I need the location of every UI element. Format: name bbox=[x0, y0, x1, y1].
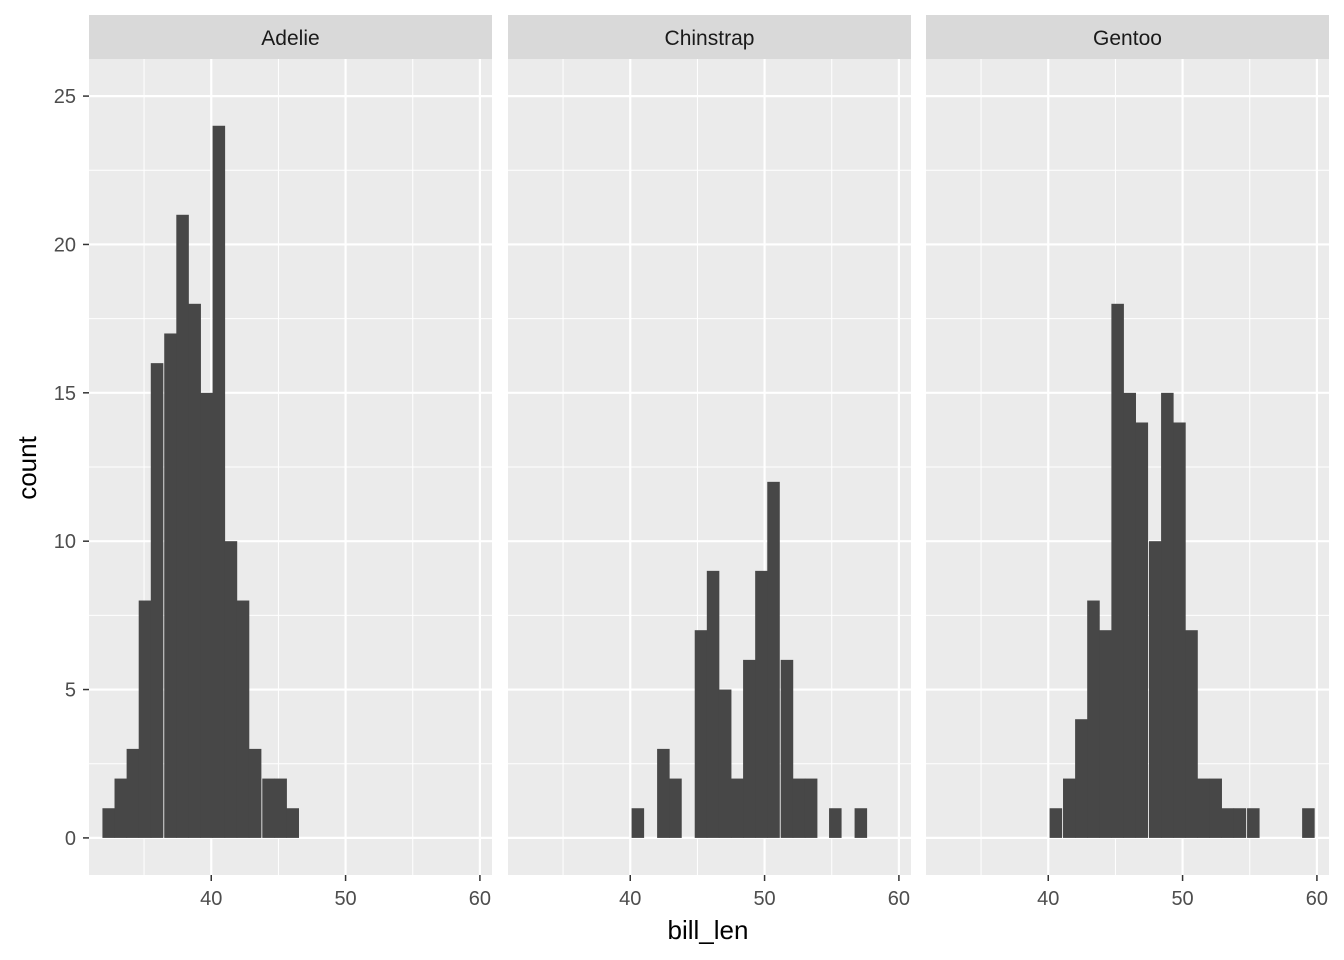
histogram-bar bbox=[1087, 600, 1100, 838]
histogram-bar bbox=[274, 778, 287, 838]
histogram-bar bbox=[718, 689, 732, 838]
histogram-bar bbox=[164, 333, 177, 838]
y-tick-label: 5 bbox=[65, 680, 76, 702]
histogram-bar bbox=[248, 748, 262, 838]
y-tick-label: 20 bbox=[54, 234, 76, 256]
histogram-bar bbox=[792, 778, 806, 838]
facet-strip bbox=[89, 15, 492, 59]
facet-strip-label: Adelie bbox=[261, 27, 319, 50]
facet-panel-gentoo: Gentoo 40 50 60 bbox=[926, 15, 1329, 910]
histogram-bar bbox=[767, 481, 780, 838]
y-tick-label: 15 bbox=[54, 383, 76, 405]
histogram-bar bbox=[706, 570, 720, 838]
histogram-bar bbox=[755, 570, 768, 838]
histogram-bar bbox=[657, 748, 670, 838]
histogram-bar bbox=[1233, 808, 1247, 838]
histogram-bar bbox=[1209, 778, 1222, 838]
facet-strip bbox=[926, 15, 1329, 59]
x-tick-label: 40 bbox=[1037, 888, 1059, 910]
y-tick-label: 25 bbox=[54, 86, 76, 108]
histogram-bar bbox=[114, 778, 128, 838]
histogram-bar bbox=[150, 363, 164, 838]
histogram-bar bbox=[1221, 808, 1235, 838]
histogram-bar bbox=[1049, 808, 1063, 838]
facet-panel-adelie: Adelie 40 50 60 bbox=[89, 15, 492, 910]
x-tick-label: 40 bbox=[200, 888, 222, 910]
histogram-bar bbox=[200, 392, 214, 838]
histogram-bar bbox=[1099, 630, 1112, 838]
histogram-bar bbox=[631, 808, 645, 838]
histogram-bar bbox=[1185, 630, 1198, 838]
histogram-bar bbox=[1247, 808, 1260, 838]
histogram-bar bbox=[212, 125, 226, 838]
histogram-bar bbox=[102, 808, 115, 838]
x-tick-label: 60 bbox=[1306, 888, 1328, 910]
x-tick-label: 50 bbox=[334, 888, 356, 910]
histogram-bar bbox=[1161, 392, 1174, 838]
facet-panels: Adelie 40 50 60 Chinstrap 40 50 60 Gentoo 40 50 60 bbox=[89, 15, 1329, 910]
x-tick-label: 50 bbox=[753, 888, 775, 910]
histogram-bar bbox=[1063, 778, 1076, 838]
histogram-bar bbox=[1135, 422, 1149, 838]
histogram-bar bbox=[224, 541, 238, 838]
histogram-bar bbox=[126, 748, 140, 838]
x-tick-label: 40 bbox=[619, 888, 641, 910]
histogram-bar bbox=[1075, 719, 1088, 838]
y-axis-title: count bbox=[12, 435, 42, 499]
histogram-bar bbox=[1302, 808, 1315, 838]
histogram-bar bbox=[1173, 422, 1186, 838]
histogram-bar bbox=[262, 778, 275, 838]
histogram-bar bbox=[138, 600, 152, 838]
x-tick-label: 50 bbox=[1171, 888, 1193, 910]
histogram-bar bbox=[829, 808, 842, 838]
histogram-bar bbox=[1123, 392, 1136, 838]
histogram-bar bbox=[694, 630, 708, 838]
histogram-bar bbox=[743, 659, 756, 838]
histogram-bar bbox=[286, 808, 299, 838]
histogram-bar bbox=[1197, 778, 1210, 838]
facet-strip-label: Gentoo bbox=[1093, 27, 1162, 50]
histogram-bar bbox=[1148, 541, 1162, 838]
histogram-bar bbox=[780, 659, 794, 838]
histogram-bar bbox=[669, 778, 682, 838]
histogram-bar bbox=[188, 303, 201, 838]
x-tick-label: 60 bbox=[888, 888, 910, 910]
facet-panel-chinstrap: Chinstrap 40 50 60 bbox=[508, 15, 911, 910]
y-tick-label: 10 bbox=[54, 531, 76, 553]
histogram-bar bbox=[1111, 303, 1124, 838]
facet-strip bbox=[508, 15, 911, 59]
y-axis: 0 5 10 15 20 25 bbox=[54, 86, 89, 850]
histogram-bar bbox=[804, 778, 818, 838]
x-tick-label: 60 bbox=[469, 888, 491, 910]
facet-strip-label: Chinstrap bbox=[665, 27, 755, 50]
histogram-bar bbox=[236, 600, 250, 838]
y-tick-label: 0 bbox=[65, 828, 76, 850]
histogram-bar bbox=[176, 214, 189, 838]
histogram-bar bbox=[854, 808, 868, 838]
x-axis-title: bill_len bbox=[668, 915, 749, 945]
histogram-bar bbox=[730, 778, 744, 838]
